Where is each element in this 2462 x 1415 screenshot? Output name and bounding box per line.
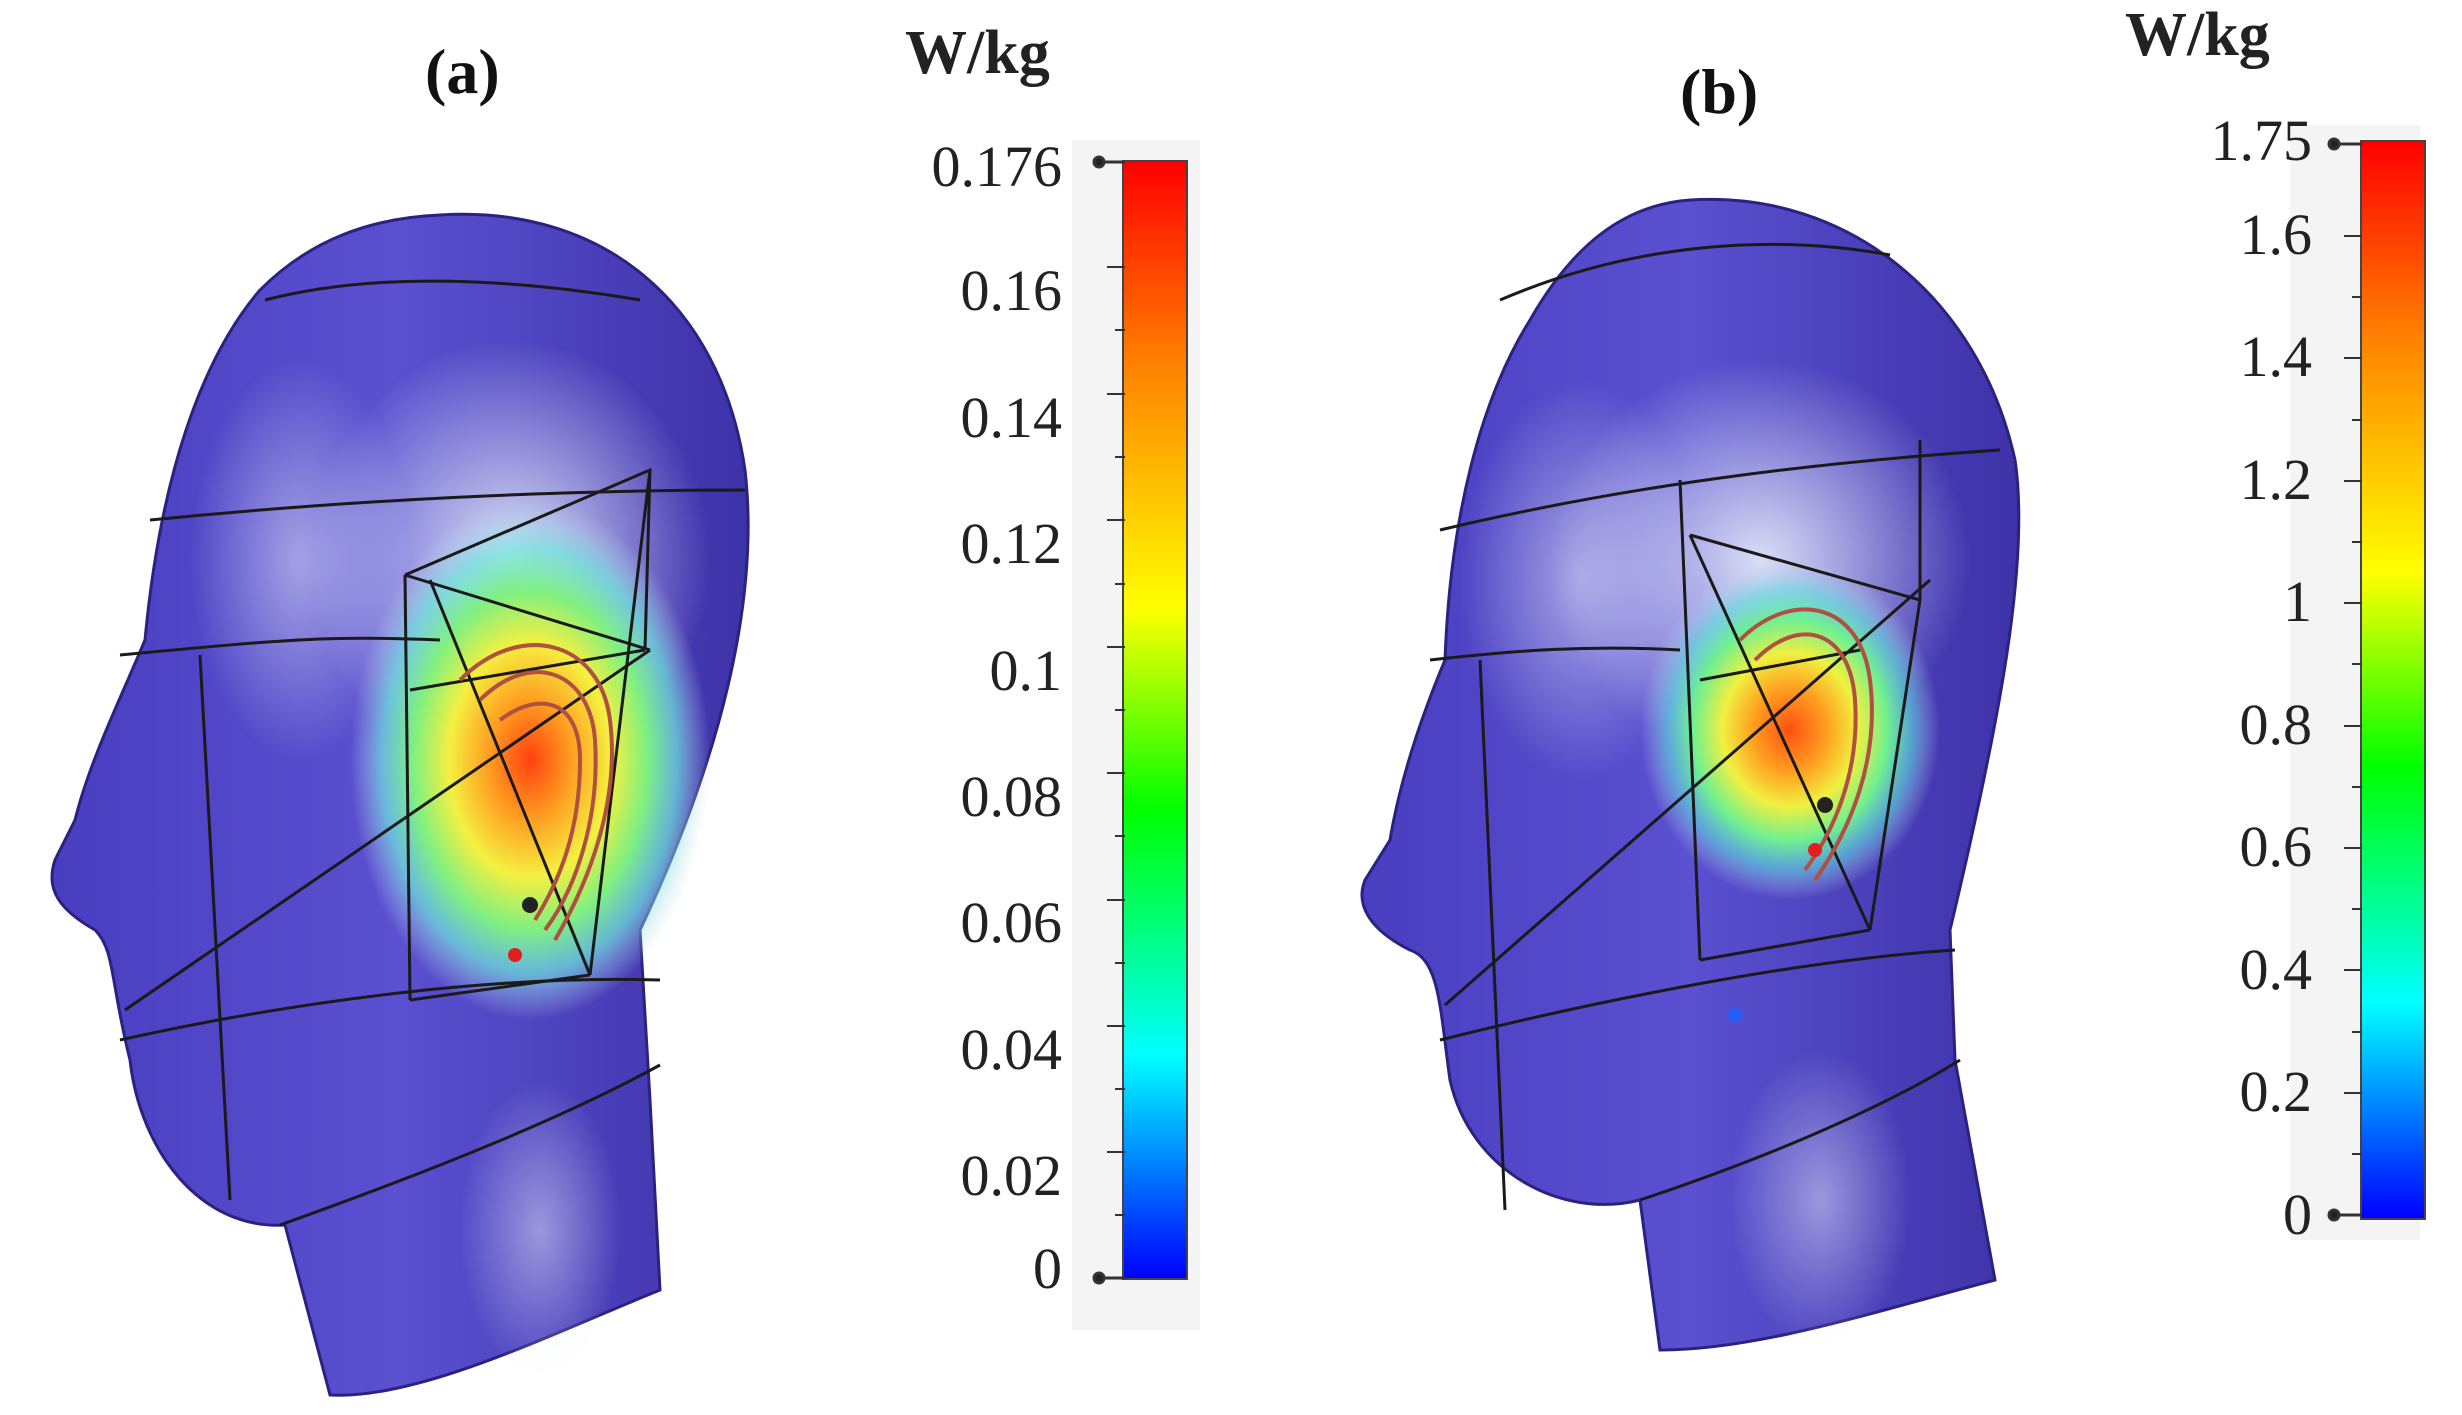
- colorbar-a-ticks: [1092, 155, 1125, 1285]
- colorbar-b-tick: 1.6: [2239, 202, 2313, 267]
- colorbar-b-tick: 1: [2283, 569, 2312, 634]
- colorbar-b-tick: 1.75: [2210, 108, 2313, 173]
- colorbar-a-unit: W/kg: [905, 19, 1050, 87]
- panel-a-label: (a): [425, 36, 500, 107]
- colorbar-b-unit: W/kg: [2125, 1, 2270, 69]
- colorbar-a-tick: 0.02: [960, 1143, 1063, 1208]
- colorbar-b-tick: 0.8: [2239, 692, 2313, 757]
- colorbar-b-tick: 0.2: [2239, 1059, 2313, 1124]
- colorbar-a-tick: 0.12: [960, 511, 1063, 576]
- colorbar-a-tick: 0.176: [931, 134, 1063, 199]
- colorbar-a-tick: 0.04: [960, 1017, 1063, 1082]
- colorbar-a-tick: 0.08: [960, 764, 1063, 829]
- colorbar-a-tick: 0: [1033, 1236, 1062, 1301]
- colorbar-a-tick: 0.06: [960, 890, 1063, 955]
- colorbar-b-tick: 1.4: [2239, 324, 2313, 389]
- panel-b-label: (b): [1680, 56, 1759, 127]
- colorbar-b-tick: 1.2: [2239, 447, 2313, 512]
- colorbar-a-tick: 0.16: [960, 258, 1063, 323]
- head-b: [1360, 197, 2021, 1352]
- colorbar-a-tick: 0.14: [960, 385, 1063, 450]
- colorbar-a-tick: 0.1: [989, 638, 1063, 703]
- colorbar-b: [2360, 140, 2426, 1220]
- colorbar-b-ticks: [2327, 137, 2362, 1222]
- colorbar-b-tick: 0: [2283, 1182, 2312, 1247]
- colorbar-b-tick: 0.6: [2239, 814, 2313, 879]
- colorbar-a: [1122, 160, 1188, 1280]
- head-a: [50, 212, 750, 1397]
- colorbar-b-tick: 0.4: [2239, 937, 2313, 1002]
